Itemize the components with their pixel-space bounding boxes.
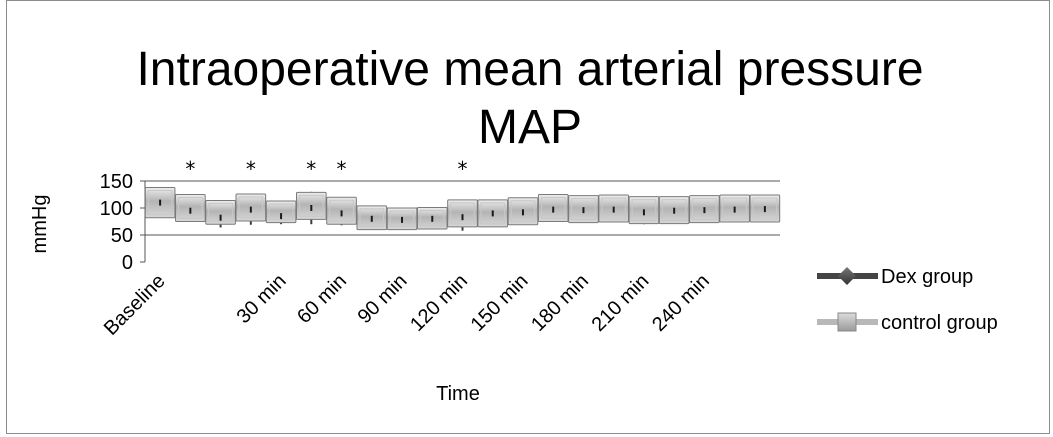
significance-star-5: * [306, 157, 316, 181]
x-tick-label-8: 90 min [354, 270, 412, 328]
significance-markers: * * * * * [185, 157, 467, 181]
chart-title-line-1: Intraoperative mean arterial pressure [136, 43, 923, 96]
x-tick-label-12: 150 min [467, 270, 533, 336]
x-tick-label-0: Baseline [100, 270, 170, 340]
data-point-group-6 [327, 197, 357, 225]
data-point-group-8 [387, 208, 417, 230]
x-tick-label-14: 180 min [527, 270, 593, 336]
legend-marker-dex [838, 267, 856, 285]
data-point-group-16 [629, 197, 659, 225]
data-point-group-18 [690, 196, 720, 223]
x-tick-label-10: 120 min [406, 270, 472, 336]
data-point-group-17 [659, 197, 689, 224]
legend-item-dex: Dex group [817, 266, 973, 288]
y-tick-label-100: 100 [100, 198, 133, 220]
data-point-group-4 [266, 201, 296, 224]
significance-star-10: * [458, 157, 468, 181]
x-tick-label-18: 240 min [648, 270, 714, 336]
legend-marker-control [838, 313, 856, 331]
data-point-group-11 [478, 200, 508, 227]
legend-label-control: control group [881, 312, 998, 334]
y-tick-label-50: 50 [111, 225, 133, 247]
data-point-group-5 [296, 192, 326, 224]
data-point-group-19 [720, 195, 750, 222]
x-tick-label-4: 30 min [233, 270, 291, 328]
x-axis-title: Time [436, 383, 480, 405]
plot-area [145, 187, 779, 230]
y-tick-label-150: 150 [100, 171, 133, 193]
y-axis-ticks: 150 100 50 0 [100, 171, 145, 274]
data-point-group-0 [145, 187, 175, 217]
data-point-group-1 [176, 195, 206, 222]
chart-title-line-2: MAP [478, 101, 582, 154]
data-point-group-7 [357, 206, 387, 230]
significance-star-1: * [185, 157, 195, 181]
x-tick-label-16: 210 min [588, 270, 654, 336]
data-point-group-13 [538, 195, 568, 222]
control-box-10 [448, 200, 478, 227]
significance-star-6: * [337, 157, 347, 181]
data-point-group-9 [417, 207, 447, 229]
y-axis-title: mmHg [29, 195, 51, 254]
data-point-group-3 [236, 194, 266, 225]
x-tick-label-6: 60 min [293, 270, 351, 328]
data-point-group-15 [599, 195, 629, 222]
data-point-group-12 [508, 198, 538, 225]
data-point-group-20 [750, 195, 780, 222]
y-tick-label-0: 0 [122, 252, 133, 274]
data-point-group-14 [569, 196, 599, 223]
legend: Dex group control group [817, 266, 998, 334]
legend-label-dex: Dex group [881, 266, 973, 288]
data-point-group-2 [206, 200, 236, 227]
data-point-group-10 [448, 200, 478, 231]
significance-star-3: * [246, 157, 256, 181]
legend-item-control: control group [817, 312, 998, 334]
